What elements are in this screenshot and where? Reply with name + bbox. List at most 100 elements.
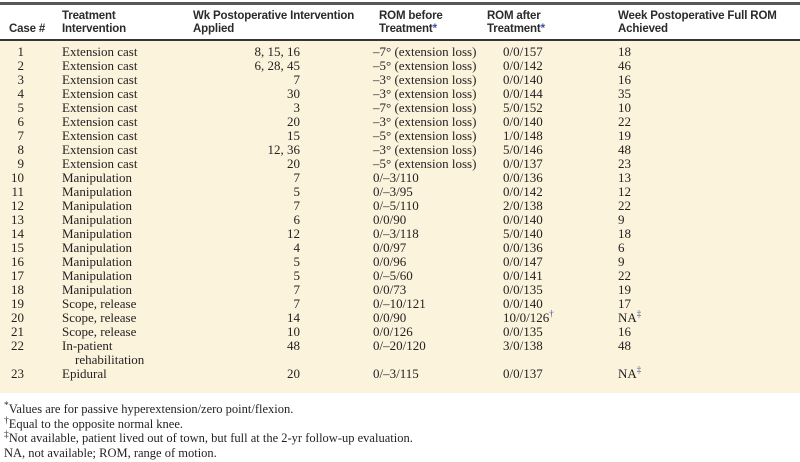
cell-rom-before: 0/0/97 xyxy=(370,241,487,255)
cell-wk-postoperative-applied: 48 xyxy=(190,339,370,367)
col-header-label: Achieved xyxy=(618,23,668,35)
cell-rom-before: –3° (extension loss) xyxy=(370,73,487,87)
cell-wk-postoperative-applied: 4 xyxy=(190,241,370,255)
table-row: 19 Scope, release 7 0/–10/121 0/0/140 17 xyxy=(0,297,800,311)
cell-rom-after: 5/0/146 xyxy=(487,143,616,157)
cell-rom-after: 5/0/152 xyxy=(487,101,616,115)
cell-rom-after: 0/0/140 xyxy=(487,115,616,129)
cell-wk-postoperative-applied: 7 xyxy=(190,283,370,297)
cell-wk-postoperative-applied: 6, 28, 45 xyxy=(190,59,370,73)
table-row: 13 Manipulation 6 0/0/90 0/0/140 9 xyxy=(0,213,800,227)
cell-treatment-intervention: Extension cast xyxy=(58,101,190,115)
cell-case-number: 19 xyxy=(0,297,58,311)
cell-treatment-intervention: Extension cast xyxy=(58,40,190,59)
cell-treatment-intervention: Manipulation xyxy=(58,199,190,213)
cell-rom-before: 0/–5/110 xyxy=(370,199,487,213)
cell-rom-before: 0/0/90 xyxy=(370,213,487,227)
cell-rom-after: 0/0/135 xyxy=(487,325,616,339)
footnote-marker: * xyxy=(4,400,9,411)
table-row: 23 Epidural 20 0/–3/115 0/0/137 NA‡ xyxy=(0,364,800,393)
header-row: Case # Treatment Intervention Wk Postope… xyxy=(0,3,800,41)
cell-wk-postoperative-applied: 7 xyxy=(190,73,370,87)
cell-case-number: 1 xyxy=(0,40,58,59)
footnote-text: NA, not available; ROM, range of motion. xyxy=(4,445,217,460)
cell-case-number: 22 xyxy=(0,339,58,367)
cell-rom-after: 0/0/136 xyxy=(487,171,616,185)
cell-case-number: 21 xyxy=(0,325,58,339)
col-header-rom-before-treatment: ROM before Treatment* xyxy=(370,3,487,41)
cell-wk-postoperative-applied: 20 xyxy=(190,157,370,171)
double-dagger-footnote-marker: ‡ xyxy=(636,308,642,319)
asterisk-footnote-marker: * xyxy=(540,23,545,35)
cell-week-full-rom-achieved: 35 xyxy=(616,87,800,101)
cell-wk-postoperative-applied: 15 xyxy=(190,129,370,143)
cell-week-full-rom-achieved: NA‡ xyxy=(616,364,800,393)
treatment-outcomes-table: Case # Treatment Intervention Wk Postope… xyxy=(0,2,800,393)
col-header-label: Wk Postoperative Intervention xyxy=(193,10,355,22)
footnote-marker: ‡ xyxy=(4,429,9,440)
cell-wk-postoperative-applied: 12, 36 xyxy=(190,143,370,157)
cell-week-full-rom-achieved: 9 xyxy=(616,213,800,227)
cell-treatment-intervention: Epidural xyxy=(58,367,190,393)
table-row: 16 Manipulation 5 0/0/96 0/0/147 9 xyxy=(0,255,800,269)
cell-treatment-intervention: Manipulation xyxy=(58,227,190,241)
table-row: 5 Extension cast 3 –7° (extension loss) 5/0/… xyxy=(0,101,800,115)
cell-case-number: 17 xyxy=(0,269,58,283)
cell-rom-after: 0/0/135 xyxy=(487,283,616,297)
cell-case-number: 20 xyxy=(0,311,58,325)
cell-rom-after: 1/0/148 xyxy=(487,129,616,143)
cell-week-full-rom-achieved: 22 xyxy=(616,199,800,213)
cell-wk-postoperative-applied: 5 xyxy=(190,269,370,283)
cell-treatment-intervention: Extension cast xyxy=(58,59,190,73)
cell-case-number: 18 xyxy=(0,283,58,297)
table-row: 9 Extension cast 20 –5° (extension loss) 0/0… xyxy=(0,157,800,171)
table-row: 7 Extension cast 15 –5° (extension loss) 1/0… xyxy=(0,129,800,143)
cell-rom-before: 0/–3/118 xyxy=(370,227,487,241)
cell-treatment-intervention: Manipulation xyxy=(58,255,190,269)
footnote-values: *Values are for passive hyperextension/z… xyxy=(4,400,800,417)
cell-treatment-intervention: In-patient rehabilitation xyxy=(58,339,190,367)
cell-case-number: 12 xyxy=(0,199,58,213)
cell-week-full-rom-achieved: 22 xyxy=(616,269,800,283)
cell-treatment-intervention-line2: rehabilitation xyxy=(75,352,145,367)
col-header-label: ROM after xyxy=(487,10,541,22)
cell-rom-before: 0/0/126 xyxy=(370,325,487,339)
cell-case-number: 5 xyxy=(0,101,58,115)
cell-week-full-rom-achieved: 16 xyxy=(616,325,800,339)
cell-week-full-rom-achieved: 23 xyxy=(616,157,800,171)
cell-case-number: 15 xyxy=(0,241,58,255)
table-row: 18 Manipulation 7 0/0/73 0/0/135 19 xyxy=(0,283,800,297)
cell-rom-after: 10/0/126† xyxy=(487,309,616,325)
col-header-label: Treatment* xyxy=(487,23,545,35)
col-header-rom-after-treatment: ROM after Treatment* xyxy=(487,3,616,41)
cell-wk-postoperative-applied: 20 xyxy=(190,115,370,129)
cell-wk-postoperative-applied: 3 xyxy=(190,101,370,115)
cell-week-full-rom-achieved: 18 xyxy=(616,227,800,241)
cell-week-full-rom-achieved: 13 xyxy=(616,171,800,185)
cell-week-full-rom-achieved: 48 xyxy=(616,143,800,157)
footnote-text: Equal to the opposite normal knee. xyxy=(8,416,184,431)
cell-rom-after: 0/0/142 xyxy=(487,185,616,199)
cell-week-full-rom-achieved: 16 xyxy=(616,73,800,87)
double-dagger-footnote-marker: ‡ xyxy=(636,364,642,375)
cell-rom-before: 0/0/90 xyxy=(370,311,487,325)
cell-rom-before: 0/–20/120 xyxy=(370,339,487,367)
footnote-text: Values are for passive hyperextension/ze… xyxy=(8,402,294,416)
cell-rom-after: 0/0/140 xyxy=(487,297,616,311)
cell-wk-postoperative-applied: 7 xyxy=(190,171,370,185)
cell-case-number: 9 xyxy=(0,157,58,171)
table-row: 1 Extension cast 8, 15, 16 –7° (extension l… xyxy=(0,40,800,59)
cell-rom-after: 5/0/140 xyxy=(487,227,616,241)
cell-treatment-intervention: Extension cast xyxy=(58,115,190,129)
cell-week-full-rom-achieved: 6 xyxy=(616,241,800,255)
table-row: 2 Extension cast 6, 28, 45 –5° (extension l… xyxy=(0,59,800,73)
cell-case-number: 10 xyxy=(0,171,58,185)
cell-case-number: 16 xyxy=(0,255,58,269)
footnote-abbreviations: NA, not available; ROM, range of motion. xyxy=(4,446,800,461)
cell-rom-after: 0/0/140 xyxy=(487,213,616,227)
cell-case-number: 11 xyxy=(0,185,58,199)
table-header: Case # Treatment Intervention Wk Postope… xyxy=(0,3,800,41)
cell-treatment-intervention: Manipulation xyxy=(58,241,190,255)
cell-week-full-rom-achieved: 19 xyxy=(616,129,800,143)
